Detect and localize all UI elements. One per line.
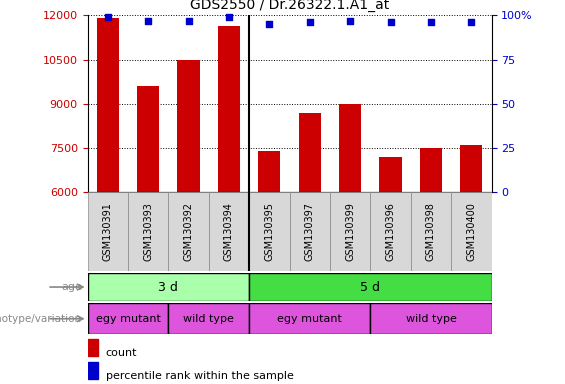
Bar bbox=[339, 104, 361, 192]
Bar bbox=[371, 192, 411, 271]
Point bbox=[346, 18, 355, 24]
Point bbox=[144, 18, 153, 24]
Text: GSM130398: GSM130398 bbox=[426, 202, 436, 261]
Bar bbox=[137, 86, 159, 192]
Point bbox=[427, 19, 436, 25]
Bar bbox=[380, 157, 402, 192]
Bar bbox=[177, 60, 199, 192]
Text: 5 d: 5 d bbox=[360, 281, 380, 293]
Text: GSM130391: GSM130391 bbox=[103, 202, 113, 261]
Text: percentile rank within the sample: percentile rank within the sample bbox=[106, 371, 294, 381]
Bar bbox=[249, 273, 492, 301]
Text: GSM130395: GSM130395 bbox=[264, 202, 275, 261]
Bar bbox=[88, 303, 168, 334]
Point bbox=[305, 19, 314, 25]
Text: egy mutant: egy mutant bbox=[277, 314, 342, 324]
Bar bbox=[420, 148, 442, 192]
Bar bbox=[249, 192, 289, 271]
Point bbox=[386, 19, 395, 25]
Bar bbox=[299, 113, 321, 192]
Text: GSM130397: GSM130397 bbox=[305, 202, 315, 261]
Bar bbox=[128, 192, 168, 271]
Point bbox=[467, 19, 476, 25]
Text: GSM130399: GSM130399 bbox=[345, 202, 355, 261]
Text: genotype/variation: genotype/variation bbox=[0, 314, 82, 324]
Bar bbox=[451, 192, 492, 271]
Bar bbox=[218, 26, 240, 192]
Text: GSM130394: GSM130394 bbox=[224, 202, 234, 261]
Text: wild type: wild type bbox=[183, 314, 234, 324]
Bar bbox=[209, 192, 249, 271]
Bar bbox=[168, 192, 209, 271]
Bar bbox=[411, 192, 451, 271]
Bar bbox=[290, 192, 330, 271]
Text: GSM130393: GSM130393 bbox=[143, 202, 153, 261]
Text: GSM130396: GSM130396 bbox=[385, 202, 396, 261]
Point bbox=[265, 21, 274, 27]
Bar bbox=[460, 145, 483, 192]
Bar bbox=[371, 303, 492, 334]
Bar bbox=[258, 151, 280, 192]
Bar bbox=[249, 303, 371, 334]
Bar bbox=[88, 339, 98, 356]
Text: wild type: wild type bbox=[406, 314, 457, 324]
Point bbox=[103, 14, 112, 20]
Title: GDS2550 / Dr.26322.1.A1_at: GDS2550 / Dr.26322.1.A1_at bbox=[190, 0, 389, 12]
Point bbox=[184, 18, 193, 24]
Bar bbox=[88, 362, 98, 379]
Bar bbox=[97, 18, 119, 192]
Bar bbox=[88, 192, 128, 271]
Text: GSM130400: GSM130400 bbox=[466, 202, 476, 261]
Text: egy mutant: egy mutant bbox=[95, 314, 160, 324]
Text: 3 d: 3 d bbox=[158, 281, 179, 293]
Bar bbox=[330, 192, 371, 271]
Bar bbox=[88, 273, 249, 301]
Text: GSM130392: GSM130392 bbox=[184, 202, 194, 261]
Text: count: count bbox=[106, 348, 137, 358]
Point bbox=[224, 14, 233, 20]
Bar bbox=[168, 303, 249, 334]
Text: age: age bbox=[61, 282, 82, 292]
